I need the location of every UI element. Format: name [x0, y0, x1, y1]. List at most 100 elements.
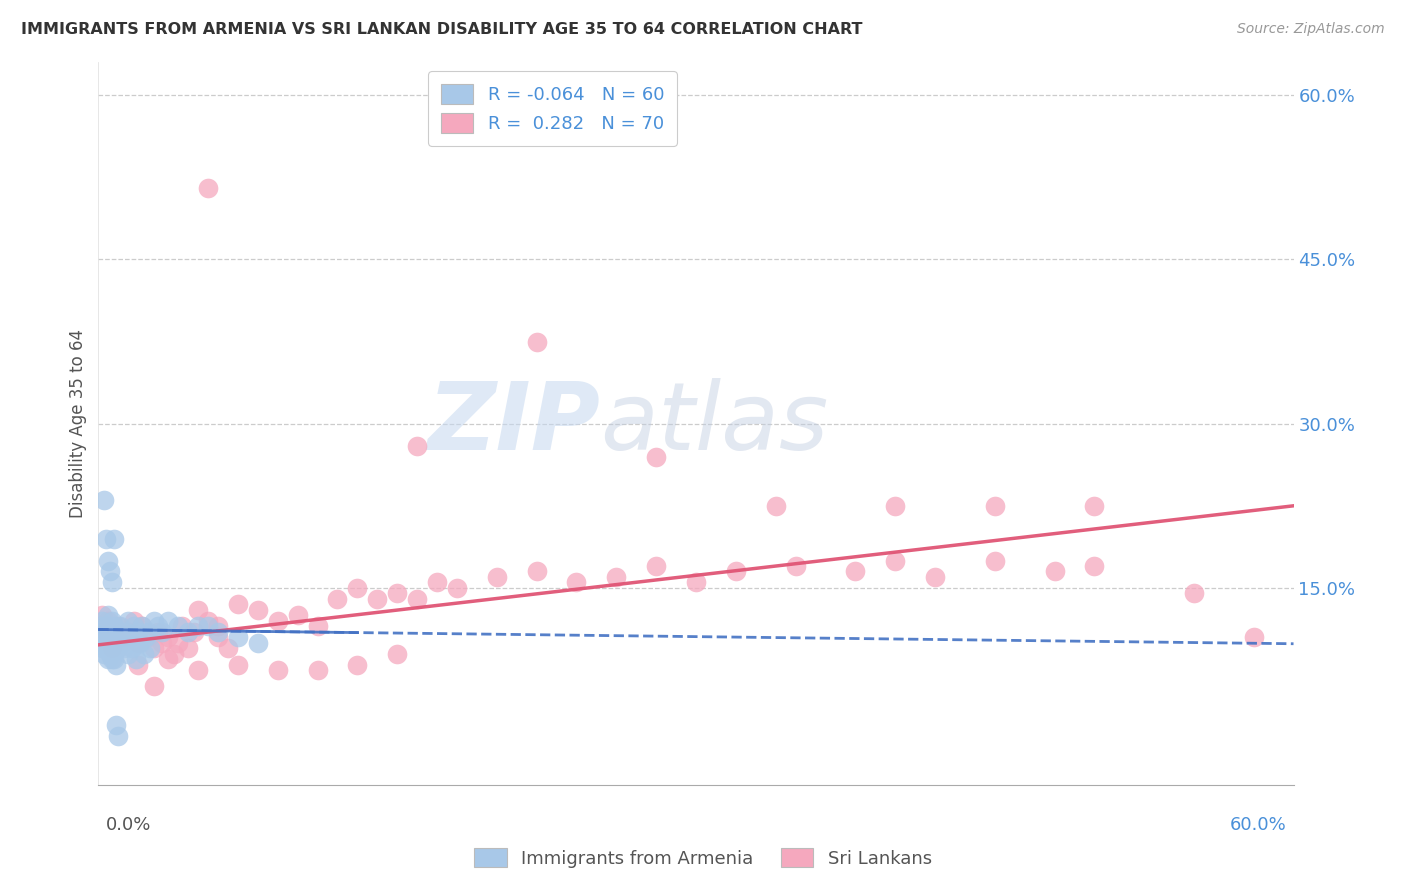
Point — [101, 575, 124, 590]
Point — [96, 624, 118, 639]
Point — [645, 450, 668, 464]
Point — [105, 717, 128, 731]
Point — [127, 635, 149, 649]
Point — [110, 619, 132, 633]
Point — [127, 657, 149, 672]
Point — [97, 608, 120, 623]
Point — [150, 635, 173, 649]
Point — [105, 624, 128, 639]
Point — [117, 647, 139, 661]
Point — [187, 603, 209, 617]
Point — [107, 619, 129, 633]
Point — [172, 619, 194, 633]
Point — [685, 575, 707, 590]
Point — [226, 598, 249, 612]
Point — [97, 630, 120, 644]
Point — [103, 532, 125, 546]
Point — [105, 657, 128, 672]
Point — [167, 635, 190, 649]
Point — [287, 608, 309, 623]
Point — [207, 619, 229, 633]
Point — [124, 619, 146, 633]
Point — [177, 641, 200, 656]
Point — [526, 334, 548, 349]
Point — [117, 624, 139, 639]
Point — [135, 630, 157, 644]
Point — [163, 647, 186, 661]
Point — [98, 565, 122, 579]
Point — [111, 635, 134, 649]
Point — [307, 663, 329, 677]
Point — [93, 624, 115, 639]
Text: 60.0%: 60.0% — [1230, 816, 1286, 834]
Point — [446, 581, 468, 595]
Point — [1083, 559, 1105, 574]
Point — [426, 575, 449, 590]
Point — [96, 532, 118, 546]
Point — [226, 630, 249, 644]
Point — [91, 614, 114, 628]
Point — [124, 614, 146, 628]
Point — [984, 553, 1007, 567]
Point — [645, 559, 668, 574]
Point — [307, 619, 329, 633]
Point — [207, 630, 229, 644]
Point — [1083, 499, 1105, 513]
Point — [111, 630, 134, 644]
Point — [143, 614, 166, 628]
Point — [765, 499, 787, 513]
Point — [197, 614, 219, 628]
Point — [326, 591, 349, 606]
Point — [96, 641, 118, 656]
Point — [177, 624, 200, 639]
Point — [101, 641, 124, 656]
Point — [197, 619, 219, 633]
Point — [98, 647, 122, 661]
Point — [246, 635, 269, 649]
Point — [884, 553, 907, 567]
Point — [127, 624, 149, 639]
Point — [101, 652, 124, 666]
Point — [148, 624, 170, 639]
Text: Source: ZipAtlas.com: Source: ZipAtlas.com — [1237, 22, 1385, 37]
Point — [89, 630, 111, 644]
Point — [1243, 630, 1265, 644]
Point — [96, 619, 118, 633]
Point — [207, 624, 229, 639]
Point — [125, 652, 148, 666]
Point — [103, 619, 125, 633]
Point — [131, 619, 153, 633]
Point — [117, 630, 139, 644]
Point — [157, 652, 180, 666]
Point — [136, 624, 159, 639]
Point — [565, 575, 588, 590]
Point — [143, 680, 166, 694]
Point — [115, 624, 138, 639]
Point — [150, 624, 173, 639]
Point — [385, 647, 409, 661]
Legend: R = -0.064   N = 60, R =  0.282   N = 70: R = -0.064 N = 60, R = 0.282 N = 70 — [429, 71, 676, 145]
Point — [143, 641, 166, 656]
Point — [385, 586, 409, 600]
Text: atlas: atlas — [600, 378, 828, 469]
Point — [366, 591, 388, 606]
Point — [485, 570, 508, 584]
Point — [97, 652, 120, 666]
Point — [93, 493, 115, 508]
Point — [112, 641, 135, 656]
Point — [101, 614, 124, 628]
Point — [724, 565, 747, 579]
Point — [107, 630, 129, 644]
Point — [148, 619, 170, 633]
Point — [134, 647, 156, 661]
Point — [157, 630, 180, 644]
Y-axis label: Disability Age 35 to 64: Disability Age 35 to 64 — [69, 329, 87, 518]
Point — [267, 614, 290, 628]
Point — [89, 619, 111, 633]
Text: ZIP: ZIP — [427, 377, 600, 470]
Point — [924, 570, 946, 584]
Point — [187, 663, 209, 677]
Point — [197, 181, 219, 195]
Text: 0.0%: 0.0% — [105, 816, 150, 834]
Point — [217, 641, 239, 656]
